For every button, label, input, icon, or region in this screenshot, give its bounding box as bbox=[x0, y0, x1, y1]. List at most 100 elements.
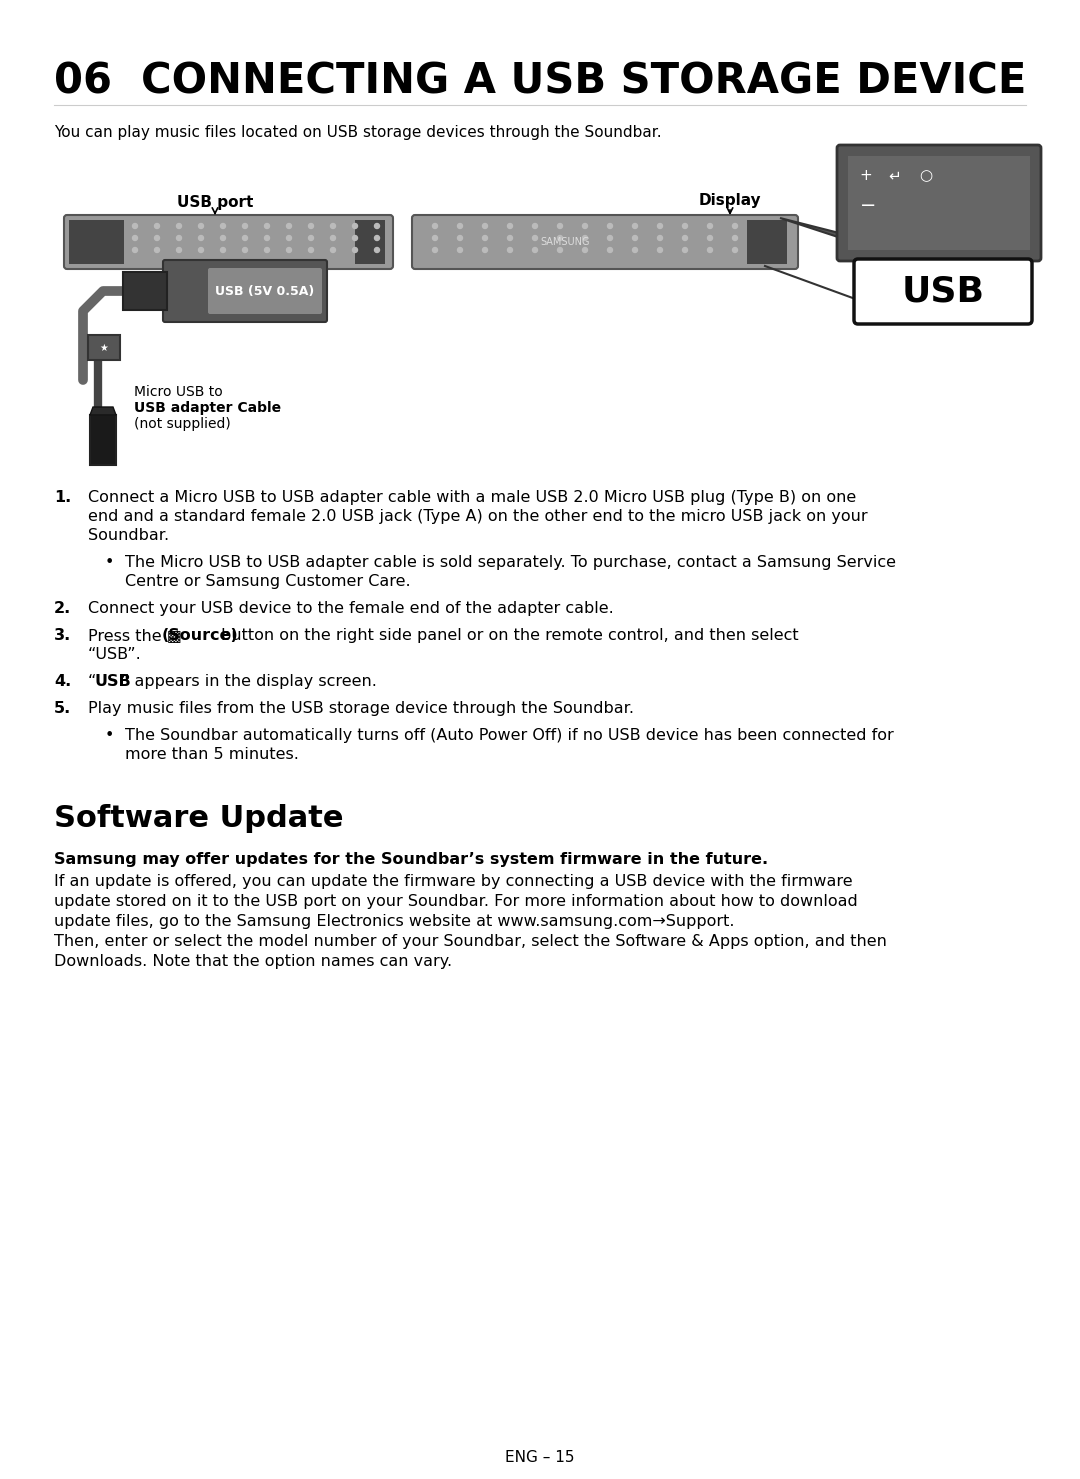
Circle shape bbox=[286, 223, 292, 228]
Circle shape bbox=[352, 223, 357, 228]
Text: •: • bbox=[105, 555, 114, 569]
Text: USB: USB bbox=[902, 275, 985, 309]
Circle shape bbox=[607, 223, 612, 228]
Circle shape bbox=[432, 247, 437, 253]
Circle shape bbox=[375, 235, 379, 241]
Text: 3.: 3. bbox=[54, 629, 71, 643]
Circle shape bbox=[432, 235, 437, 241]
Circle shape bbox=[458, 235, 462, 241]
Circle shape bbox=[220, 247, 226, 253]
Circle shape bbox=[243, 247, 247, 253]
Circle shape bbox=[683, 247, 688, 253]
Circle shape bbox=[330, 247, 336, 253]
Bar bbox=[848, 155, 1030, 250]
FancyBboxPatch shape bbox=[208, 268, 322, 314]
Circle shape bbox=[483, 235, 487, 241]
Circle shape bbox=[508, 235, 513, 241]
Circle shape bbox=[286, 247, 292, 253]
Text: Soundbar.: Soundbar. bbox=[87, 528, 170, 543]
Circle shape bbox=[176, 247, 181, 253]
Circle shape bbox=[133, 223, 137, 228]
Text: more than 5 minutes.: more than 5 minutes. bbox=[125, 747, 299, 762]
Circle shape bbox=[582, 247, 588, 253]
Circle shape bbox=[707, 223, 713, 228]
Circle shape bbox=[352, 235, 357, 241]
Circle shape bbox=[330, 235, 336, 241]
Circle shape bbox=[133, 235, 137, 241]
Text: +: + bbox=[860, 169, 878, 183]
Text: USB port: USB port bbox=[177, 195, 253, 210]
Circle shape bbox=[352, 247, 357, 253]
Text: (not supplied): (not supplied) bbox=[134, 417, 231, 430]
Circle shape bbox=[286, 235, 292, 241]
Circle shape bbox=[508, 247, 513, 253]
Circle shape bbox=[458, 247, 462, 253]
Circle shape bbox=[683, 223, 688, 228]
Text: Play music files from the USB storage device through the Soundbar.: Play music files from the USB storage de… bbox=[87, 701, 634, 716]
Circle shape bbox=[154, 235, 160, 241]
Circle shape bbox=[732, 223, 738, 228]
FancyBboxPatch shape bbox=[163, 260, 327, 322]
Text: −: − bbox=[860, 197, 876, 214]
Circle shape bbox=[330, 223, 336, 228]
FancyBboxPatch shape bbox=[854, 259, 1032, 324]
Text: If an update is offered, you can update the firmware by connecting a USB device : If an update is offered, you can update … bbox=[54, 874, 852, 889]
Text: button on the right side panel or on the remote control, and then select: button on the right side panel or on the… bbox=[216, 629, 798, 643]
Circle shape bbox=[532, 247, 538, 253]
Polygon shape bbox=[90, 407, 116, 416]
Text: 4.: 4. bbox=[54, 674, 71, 689]
Text: Samsung may offer updates for the Soundbar’s system firmware in the future.: Samsung may offer updates for the Soundb… bbox=[54, 852, 768, 867]
Text: ○: ○ bbox=[915, 169, 933, 183]
Bar bbox=[87, 336, 120, 359]
Text: The Micro USB to USB adapter cable is sold separately. To purchase, contact a Sa: The Micro USB to USB adapter cable is so… bbox=[125, 555, 896, 569]
Circle shape bbox=[309, 223, 313, 228]
Text: Downloads. Note that the option names can vary.: Downloads. Note that the option names ca… bbox=[54, 954, 453, 969]
Circle shape bbox=[220, 235, 226, 241]
Circle shape bbox=[707, 247, 713, 253]
Circle shape bbox=[483, 223, 487, 228]
Text: SAMSUNG: SAMSUNG bbox=[540, 237, 590, 247]
Text: USB: USB bbox=[95, 674, 132, 689]
Bar bbox=[355, 220, 384, 263]
Text: 06  CONNECTING A USB STORAGE DEVICE: 06 CONNECTING A USB STORAGE DEVICE bbox=[54, 61, 1026, 102]
Circle shape bbox=[658, 247, 662, 253]
Text: ↵: ↵ bbox=[888, 169, 901, 183]
Bar bbox=[90, 416, 116, 464]
Text: ” appears in the display screen.: ” appears in the display screen. bbox=[121, 674, 377, 689]
Circle shape bbox=[658, 235, 662, 241]
Circle shape bbox=[658, 223, 662, 228]
Text: USB (5V 0.5A): USB (5V 0.5A) bbox=[215, 284, 314, 297]
Text: (Source): (Source) bbox=[161, 629, 238, 643]
Text: update stored on it to the USB port on your Soundbar. For more information about: update stored on it to the USB port on y… bbox=[54, 893, 858, 910]
Circle shape bbox=[532, 223, 538, 228]
Circle shape bbox=[154, 223, 160, 228]
Circle shape bbox=[432, 223, 437, 228]
Polygon shape bbox=[780, 217, 939, 257]
FancyBboxPatch shape bbox=[411, 214, 798, 269]
Circle shape bbox=[265, 235, 270, 241]
Circle shape bbox=[633, 223, 637, 228]
Circle shape bbox=[375, 247, 379, 253]
Text: Then, enter or select the model number of your Soundbar, select the Software & A: Then, enter or select the model number o… bbox=[54, 935, 887, 950]
Text: Software Update: Software Update bbox=[54, 805, 343, 833]
Text: 5.: 5. bbox=[54, 701, 71, 716]
Circle shape bbox=[707, 235, 713, 241]
Circle shape bbox=[220, 223, 226, 228]
Text: “USB”.: “USB”. bbox=[87, 646, 141, 663]
Bar bbox=[123, 272, 167, 311]
Text: Centre or Samsung Customer Care.: Centre or Samsung Customer Care. bbox=[125, 574, 410, 589]
Text: The Soundbar automatically turns off (Auto Power Off) if no USB device has been : The Soundbar automatically turns off (Au… bbox=[125, 728, 894, 742]
Circle shape bbox=[265, 247, 270, 253]
Bar bbox=[69, 220, 124, 263]
Text: Display: Display bbox=[699, 192, 761, 209]
Circle shape bbox=[199, 235, 203, 241]
Text: “: “ bbox=[87, 674, 96, 689]
FancyBboxPatch shape bbox=[64, 214, 393, 269]
Text: Connect your USB device to the female end of the adapter cable.: Connect your USB device to the female en… bbox=[87, 600, 613, 615]
Circle shape bbox=[557, 235, 563, 241]
Circle shape bbox=[458, 223, 462, 228]
Circle shape bbox=[557, 223, 563, 228]
Circle shape bbox=[154, 247, 160, 253]
Circle shape bbox=[557, 247, 563, 253]
Text: Connect a Micro USB to USB adapter cable with a male USB 2.0 Micro USB plug (Typ: Connect a Micro USB to USB adapter cable… bbox=[87, 490, 856, 504]
